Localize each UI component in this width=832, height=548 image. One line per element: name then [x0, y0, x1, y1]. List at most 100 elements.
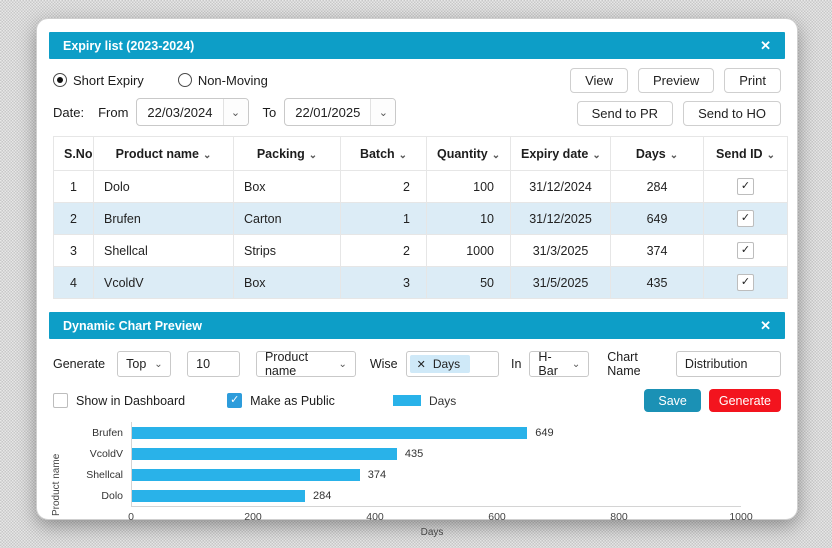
- col-expiry-date[interactable]: Expiry date ⌄: [510, 136, 611, 171]
- date-to-input[interactable]: 22/01/2025 ⌄: [284, 98, 397, 126]
- cell-quantity: 50: [426, 266, 511, 299]
- sort-chevron-icon[interactable]: ⌄: [592, 149, 601, 161]
- app-window: Expiry list (2023-2024) ✕ Short Expiry N…: [36, 18, 798, 538]
- bar: [132, 426, 528, 439]
- col-days[interactable]: Days ⌄: [610, 136, 704, 171]
- chevron-down-icon[interactable]: ⌄: [222, 99, 248, 125]
- field-select[interactable]: Product name ⌄: [255, 350, 356, 378]
- make-as-public-checkbox[interactable]: [227, 393, 243, 408]
- date-from-input[interactable]: 22/03/2024 ⌄: [136, 98, 249, 126]
- table-row: 3 Shellcal Strips 2 1000 31/3/2025 374: [53, 234, 788, 267]
- category-label: Dolo: [101, 489, 123, 502]
- send-id-checkbox[interactable]: [737, 274, 754, 291]
- chart-type-select[interactable]: H-Bar ⌄: [529, 350, 590, 378]
- x-axis: 0 200 400 600 800 1000: [65, 506, 753, 524]
- category-label: VcoldV: [89, 447, 123, 460]
- preview-button[interactable]: Preview: [638, 68, 715, 93]
- wise-input[interactable]: ✕ Days: [405, 351, 499, 377]
- chart-name-label: Chart Name: [607, 350, 641, 378]
- sort-chevron-icon[interactable]: ⌄: [491, 149, 501, 161]
- chevron-down-icon[interactable]: ⌄: [370, 99, 396, 125]
- close-icon[interactable]: ✕: [760, 38, 771, 53]
- date-from-label: From: [98, 104, 129, 120]
- action-row-1: View Preview Print: [570, 68, 781, 93]
- radio-short-expiry-label[interactable]: Short Expiry: [73, 72, 144, 88]
- col-packing[interactable]: Packing ⌄: [233, 136, 341, 171]
- bar-track: 374: [131, 464, 741, 485]
- expiry-filter-section: Short Expiry Non-Moving Date: From 22/03…: [53, 68, 781, 126]
- cell-sno: 4: [53, 266, 94, 299]
- cell-send-id: [703, 234, 788, 267]
- count-input[interactable]: 10: [187, 351, 240, 377]
- chevron-down-icon: ⌄: [338, 358, 347, 370]
- cell-sno: 2: [53, 202, 94, 235]
- cell-send-id: [703, 202, 788, 235]
- cell-expiry: 31/12/2024: [510, 170, 611, 203]
- expiry-panel-title: Expiry list (2023-2024): [63, 38, 195, 53]
- bar-row: Shellcal 374: [65, 464, 741, 485]
- top-select[interactable]: Top ⌄: [117, 351, 172, 377]
- send-to-pr-button[interactable]: Send to PR: [576, 101, 674, 126]
- send-id-checkbox[interactable]: [737, 242, 754, 259]
- col-quantity[interactable]: Quantity ⌄: [426, 136, 511, 171]
- cell-packing: Box: [233, 170, 341, 203]
- generate-label: Generate: [53, 357, 106, 371]
- table-row: 1 Dolo Box 2 100 31/12/2024 284: [53, 170, 788, 203]
- col-send-id[interactable]: Send ID ⌄: [703, 136, 788, 171]
- x-axis-label-row: Days: [65, 524, 741, 538]
- sort-chevron-icon[interactable]: ⌄: [308, 149, 318, 161]
- sort-chevron-icon[interactable]: ⌄: [398, 149, 408, 161]
- cell-send-id: [703, 170, 788, 203]
- action-row-2: Send to PR Send to HO: [576, 101, 781, 126]
- save-button[interactable]: Save: [644, 389, 701, 412]
- cell-batch: 2: [340, 170, 427, 203]
- bar-track: 649: [131, 422, 741, 443]
- col-product-name[interactable]: Product name ⌄: [93, 136, 234, 171]
- radio-non-moving[interactable]: [177, 73, 192, 87]
- sort-chevron-icon[interactable]: ⌄: [202, 149, 212, 161]
- send-id-checkbox[interactable]: [737, 178, 754, 195]
- wise-chip-label: Days: [432, 357, 461, 371]
- cell-packing: Box: [233, 266, 341, 299]
- bar-value: 649: [535, 426, 554, 439]
- print-button[interactable]: Print: [724, 68, 781, 93]
- generate-button[interactable]: Generate: [708, 389, 781, 412]
- view-button[interactable]: View: [570, 68, 629, 93]
- bar-row: Brufen 649: [65, 422, 741, 443]
- chart-controls-row: Generate Top ⌄ 10 Product name ⌄ Wise ✕ Da…: [53, 350, 782, 378]
- bar: [132, 468, 360, 481]
- x-tick: 1000: [729, 511, 753, 523]
- date-label: Date:: [53, 104, 85, 120]
- send-id-checkbox[interactable]: [737, 210, 754, 227]
- action-buttons: View Preview Print Send to PR Send to HO: [570, 68, 781, 126]
- remove-chip-icon[interactable]: ✕: [416, 358, 426, 371]
- col-batch[interactable]: Batch ⌄: [340, 136, 427, 171]
- bar-value: 374: [367, 468, 387, 481]
- cell-days: 649: [610, 202, 704, 235]
- bar-value: 284: [312, 489, 332, 502]
- chart-buttons: Save Generate: [644, 389, 781, 412]
- radio-non-moving-label[interactable]: Non-Moving: [197, 72, 268, 88]
- cell-quantity: 100: [426, 170, 511, 203]
- sort-chevron-icon[interactable]: ⌄: [766, 149, 775, 161]
- send-to-ho-button[interactable]: Send to HO: [683, 101, 781, 126]
- expiry-table: S.No Product name ⌄ Packing ⌄ Batch ⌄ Quant…: [53, 136, 788, 299]
- x-axis-ticks: 0 200 400 600 800 1000: [128, 506, 753, 524]
- chart-name-input[interactable]: Distribution: [675, 351, 782, 377]
- cell-days: 284: [610, 170, 704, 203]
- chart-legend: Days: [392, 394, 456, 408]
- sort-chevron-icon[interactable]: ⌄: [669, 149, 679, 161]
- date-to-value: 22/01/2025: [295, 104, 361, 120]
- col-sno[interactable]: S.No: [53, 136, 94, 171]
- date-row: Date: From 22/03/2024 ⌄ To 22/01/2025 ⌄: [53, 98, 397, 126]
- cell-batch: 1: [340, 202, 427, 235]
- table-row: 2 Brufen Carton 1 10 31/12/2025 649: [53, 202, 788, 235]
- close-icon[interactable]: ✕: [760, 318, 771, 333]
- make-as-public-label: Make as Public: [250, 393, 335, 408]
- bar-row: VcoldV 435: [65, 443, 741, 464]
- expiry-panel-header: Expiry list (2023-2024) ✕: [49, 32, 785, 59]
- show-in-dashboard-checkbox[interactable]: [53, 393, 68, 408]
- cell-sno: 3: [53, 234, 94, 267]
- x-tick: 400: [366, 511, 384, 523]
- radio-short-expiry[interactable]: [53, 73, 67, 87]
